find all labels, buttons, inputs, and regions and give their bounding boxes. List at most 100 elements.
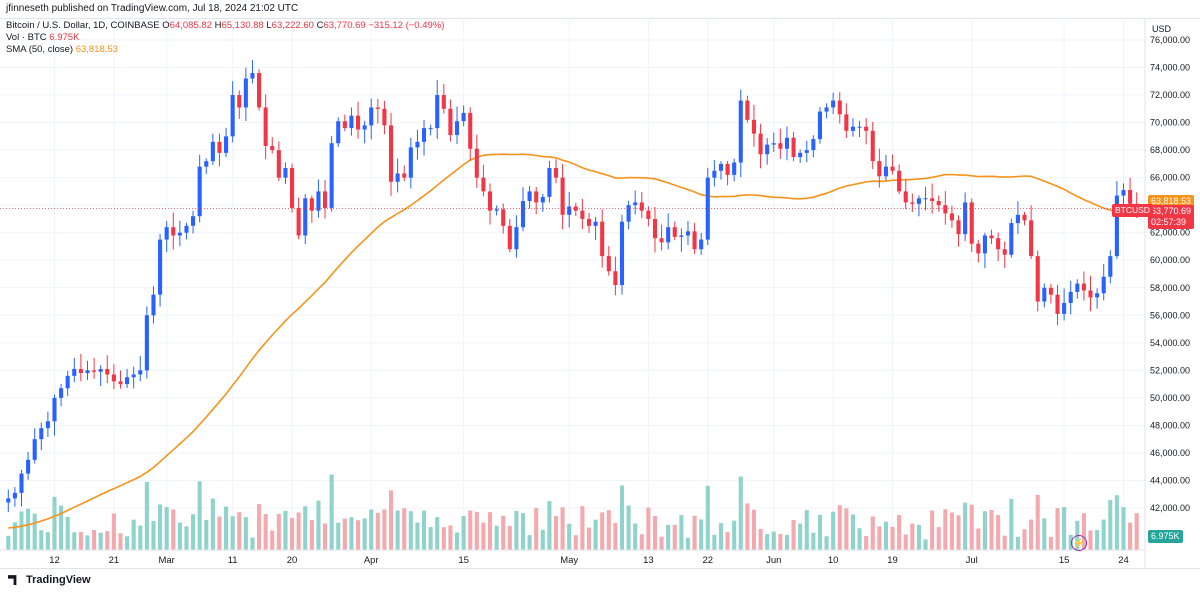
- volume-bar: [765, 534, 770, 550]
- candle-body: [1121, 190, 1126, 196]
- volume-bar: [626, 505, 631, 550]
- volume-bar: [989, 509, 994, 550]
- candle-body: [540, 196, 545, 203]
- candle-body: [1015, 214, 1020, 224]
- lightning-icon[interactable]: ⚡: [1071, 535, 1087, 551]
- price-tick-label: 58,000.00: [1150, 283, 1190, 293]
- price-tick-label: 62,000.00: [1150, 228, 1190, 238]
- time-tick-label: 15: [1059, 555, 1070, 566]
- volume-bar: [322, 523, 328, 550]
- price-tick-label: 72,000.00: [1150, 90, 1190, 100]
- volume-bar: [692, 515, 697, 550]
- volume-bar: [646, 507, 651, 550]
- sma-line: [8, 153, 1137, 529]
- volume-bar: [276, 513, 281, 550]
- candle-body: [626, 205, 631, 222]
- volume-bar: [131, 519, 136, 550]
- volume-bar: [639, 534, 644, 550]
- candle-body: [468, 112, 473, 149]
- candle-body: [39, 428, 44, 440]
- volume-bar: [791, 519, 796, 550]
- volume-bar: [197, 481, 202, 550]
- price-chart[interactable]: 42,000.00 44,000.00 46,000.00 48,000.00 50,0…: [0, 18, 1200, 568]
- time-tick-label: 20: [287, 555, 298, 566]
- candle-body: [745, 100, 750, 120]
- volume-bar: [1068, 534, 1073, 550]
- candle-body: [712, 170, 717, 178]
- volume-bar: [514, 510, 519, 550]
- candle-body: [705, 177, 710, 240]
- candle-body: [613, 271, 618, 286]
- volume-bar: [290, 517, 295, 550]
- volume-bar: [699, 519, 704, 550]
- volume-bar: [877, 526, 882, 550]
- volume-bar: [613, 522, 618, 550]
- volume-bar: [567, 523, 572, 550]
- candle-body: [923, 198, 928, 200]
- candle-body: [646, 210, 651, 219]
- volume-bar: [771, 531, 776, 550]
- price-tick-label: 42,000.00: [1150, 503, 1190, 513]
- candle-body: [382, 108, 387, 126]
- candle-body: [6, 498, 11, 503]
- volume-bar: [355, 520, 361, 550]
- candle-body: [956, 220, 961, 235]
- candle-body: [336, 121, 341, 144]
- volume-bar: [857, 528, 862, 550]
- volume-value: 6.975K: [49, 32, 80, 43]
- candle-body: [151, 294, 156, 316]
- volume-bar: [501, 515, 506, 550]
- candle-body: [890, 166, 895, 171]
- candle-body: [111, 374, 116, 382]
- candle-body: [52, 397, 57, 422]
- volume-bar: [870, 516, 875, 550]
- volume-bar: [382, 509, 387, 550]
- candle-body: [1114, 195, 1119, 257]
- volume-bar: [408, 511, 413, 550]
- volume-bar: [910, 523, 915, 550]
- price-tick-label: 52,000.00: [1150, 365, 1190, 375]
- candle-body: [718, 163, 724, 171]
- sma-label[interactable]: SMA (50, close): [6, 44, 74, 55]
- volume-bar: [316, 500, 321, 550]
- volume-bar: [560, 507, 565, 550]
- candle-body: [421, 128, 427, 142]
- currency-label[interactable]: USD: [1152, 24, 1172, 34]
- volume-bar: [184, 526, 189, 550]
- volume-bar: [210, 498, 215, 550]
- candle-body: [26, 459, 31, 474]
- candle-body: [369, 107, 374, 126]
- candle-body: [388, 125, 394, 182]
- candle-body: [989, 235, 994, 239]
- candle-body: [831, 100, 836, 108]
- candle-body: [1101, 276, 1106, 294]
- candle-body: [257, 73, 262, 108]
- candle-body: [454, 121, 460, 135]
- candle-body: [534, 191, 539, 203]
- volume-bar: [1009, 498, 1014, 550]
- candle-body: [316, 191, 321, 211]
- volume-label[interactable]: Vol · BTC: [6, 32, 47, 43]
- symbol-title[interactable]: Bitcoin / U.S. Dollar, 1D, COINBASE: [6, 20, 160, 31]
- candle-body: [784, 137, 790, 149]
- candle-body: [92, 370, 97, 372]
- volume-bar: [362, 518, 367, 550]
- volume-bar: [547, 501, 552, 550]
- volume-bar: [230, 516, 235, 550]
- sma-polyline: [8, 153, 1137, 529]
- volume-bar: [19, 511, 24, 550]
- tradingview-logo[interactable]: TradingView: [8, 574, 91, 586]
- candle-body: [1081, 283, 1086, 291]
- candle-body: [916, 198, 921, 204]
- volume-bar: [342, 518, 347, 550]
- candle-body: [600, 221, 605, 257]
- candle-body: [659, 238, 664, 243]
- volume-bar: [237, 512, 242, 550]
- volume-bar: [916, 524, 921, 550]
- volume-bar: [600, 512, 605, 550]
- volume-bar: [1095, 530, 1100, 550]
- candle-body: [982, 235, 987, 254]
- volume-bar: [1088, 530, 1093, 550]
- candle-body: [652, 218, 658, 239]
- volume-bar: [92, 529, 97, 550]
